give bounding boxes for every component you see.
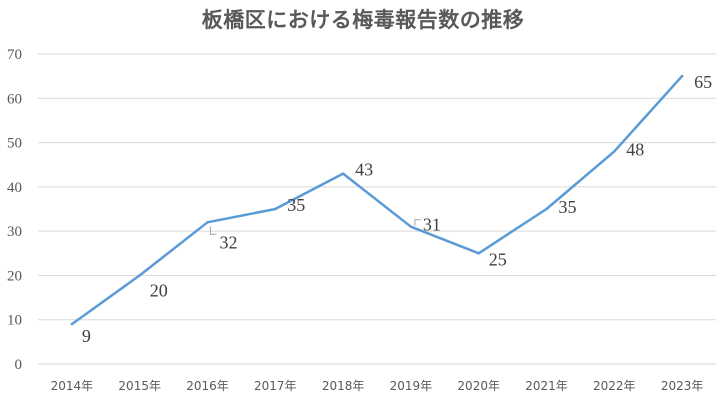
y-tick-label: 70 (7, 47, 22, 63)
y-tick-label: 40 (7, 180, 22, 196)
data-label: 31 (423, 215, 441, 235)
data-label: 35 (287, 195, 305, 215)
x-tick-label: 2018年 (322, 379, 365, 393)
data-point (680, 74, 684, 78)
x-tick-label: 2021年 (525, 379, 568, 393)
label-leader-line (210, 226, 217, 235)
data-point (341, 172, 345, 175)
y-axis-ticks: 0 10 20 30 40 50 60 70 (7, 47, 22, 373)
gridlines (38, 53, 716, 365)
data-point (477, 252, 480, 255)
series-line (70, 74, 684, 326)
x-tick-label: 2017年 (254, 379, 297, 393)
data-label: 48 (626, 139, 644, 159)
data-point (545, 207, 548, 211)
data-label: 9 (82, 326, 91, 346)
y-tick-label: 50 (7, 136, 22, 152)
data-point (274, 207, 277, 211)
y-tick-label: 60 (7, 91, 22, 107)
x-tick-label: 2014年 (51, 379, 94, 393)
data-label: 20 (150, 280, 168, 300)
data-label: 65 (694, 72, 712, 92)
y-tick-label: 10 (7, 313, 22, 329)
data-point (206, 221, 209, 224)
data-point (138, 274, 141, 277)
data-label: 32 (220, 232, 238, 252)
x-tick-label: 2016年 (186, 379, 229, 393)
x-tick-label: 2020年 (457, 379, 500, 393)
x-tick-label: 2019年 (390, 379, 433, 393)
y-tick-label: 20 (7, 268, 22, 284)
y-tick-label: 30 (7, 224, 22, 240)
x-axis-ticks: 2014年 2015年 2016年 2017年 2018年 2019年 2020年 2021年… (51, 379, 704, 393)
data-point (613, 150, 616, 153)
data-label: 43 (355, 160, 373, 180)
data-labels: 9 20 32 35 43 31 25 35 48 65 (82, 72, 712, 346)
x-tick-label: 2015年 (118, 379, 161, 393)
label-leader-line (414, 219, 421, 226)
y-tick-label: 0 (15, 357, 23, 373)
series-layer (70, 74, 684, 326)
data-point (409, 225, 413, 228)
data-label: 35 (559, 197, 577, 217)
data-label: 25 (489, 249, 507, 269)
data-point (70, 322, 74, 326)
chart-title: 板橋区における梅毒報告数の推移 (201, 8, 525, 32)
x-tick-label: 2022年 (593, 379, 636, 393)
x-tick-label: 2023年 (661, 379, 704, 393)
